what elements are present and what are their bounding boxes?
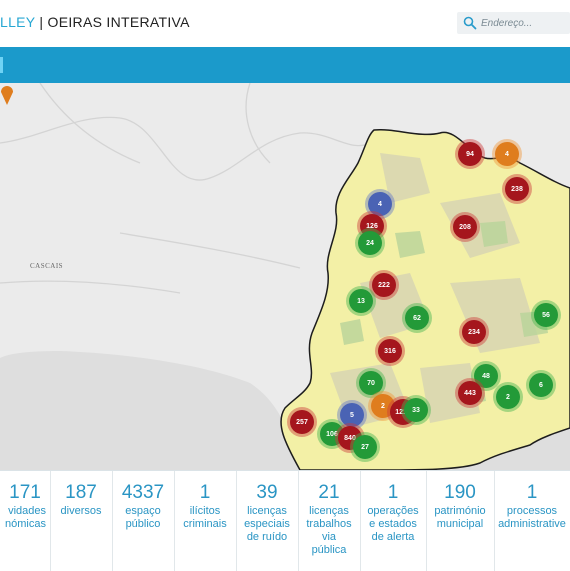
brand-main-text: | OEIRAS INTERATIVA [35,14,190,30]
stat-item[interactable]: 39 licenças especiais de ruído [236,471,299,571]
map-cluster-marker[interactable]: 33 [404,398,428,422]
map-view[interactable]: CASCAIS 94 4 238 4 126 24 208 222 13 62 … [0,83,570,470]
map-cluster-marker[interactable]: 56 [534,303,558,327]
road-lines [0,83,371,294]
stat-value: 21 [318,482,340,503]
menu-toggle[interactable] [0,57,3,73]
stat-label: diversos [60,505,102,517]
map-cluster-marker[interactable]: 234 [462,320,486,344]
map-cluster-marker[interactable]: 27 [353,435,377,459]
category-stats-bar: 171 vidades nómicas 187 diversos 4337 espaç… [0,470,570,571]
map-cluster-marker[interactable]: 13 [349,289,373,313]
stat-label: licenças especiais de ruído [244,505,290,543]
stat-label: património municipal [434,505,486,530]
header: LLEY | OEIRAS INTERATIVA [0,0,570,47]
stat-label: operações e estados de alerta [367,505,419,543]
map-cluster-marker[interactable]: 5 [340,403,364,427]
map-cluster-marker[interactable]: 2 [496,385,520,409]
stat-value: 171 [9,482,41,503]
map-cluster-marker[interactable]: 222 [372,273,396,297]
stat-item[interactable]: 190 património municipal [426,471,495,571]
stat-label: ilícitos criminais [183,505,227,530]
stat-item[interactable]: 171 vidades nómicas [0,471,51,571]
stat-item[interactable]: 21 licenças trabalhos via pública [298,471,361,571]
stat-item[interactable]: 1 ilícitos criminais [174,471,237,571]
map-cluster-marker[interactable]: 208 [453,215,477,239]
stat-label: vidades nómicas [5,505,46,530]
stat-item[interactable]: 4337 espaço público [112,471,175,571]
stat-value: 1 [387,482,399,503]
stat-value: 190 [444,482,476,503]
map-base-layer [0,83,570,470]
map-cluster-marker[interactable]: 4 [368,192,392,216]
stat-value: 39 [256,482,278,503]
map-cluster-marker[interactable]: 94 [458,142,482,166]
stat-value: 187 [65,482,97,503]
stat-item[interactable]: 1 operações e estados de alerta [360,471,427,571]
stat-value: 1 [199,482,211,503]
stat-label: licenças trabalhos via pública [306,505,352,556]
map-pin-icon[interactable] [0,83,14,105]
stat-value: 4337 [121,482,165,503]
stat-value: 1 [526,482,538,503]
map-cluster-marker[interactable]: 62 [405,306,429,330]
map-cluster-marker[interactable]: 257 [290,410,314,434]
map-cluster-marker[interactable]: 443 [458,381,482,405]
map-cluster-marker[interactable]: 6 [529,373,553,397]
toolbar [0,47,570,83]
map-cluster-marker[interactable]: 70 [359,371,383,395]
stat-item[interactable]: 187 diversos [50,471,113,571]
stat-label: espaço público [125,505,161,530]
urban-texture [330,153,540,428]
address-search[interactable] [457,12,570,34]
map-cluster-marker[interactable]: 24 [358,231,382,255]
map-cluster-marker[interactable]: 4 [495,142,519,166]
map-cluster-marker[interactable]: 238 [505,177,529,201]
address-search-input[interactable] [481,14,566,32]
stat-item[interactable]: 1 processos administrative [494,471,570,571]
place-label-cascais: CASCAIS [30,262,64,270]
stat-label: processos administrative [498,505,566,530]
map-cluster-marker[interactable]: 316 [378,339,402,363]
app-title[interactable]: LLEY | OEIRAS INTERATIVA [0,14,190,30]
brand-accent-text: LLEY [0,14,36,30]
search-icon[interactable] [463,16,477,30]
